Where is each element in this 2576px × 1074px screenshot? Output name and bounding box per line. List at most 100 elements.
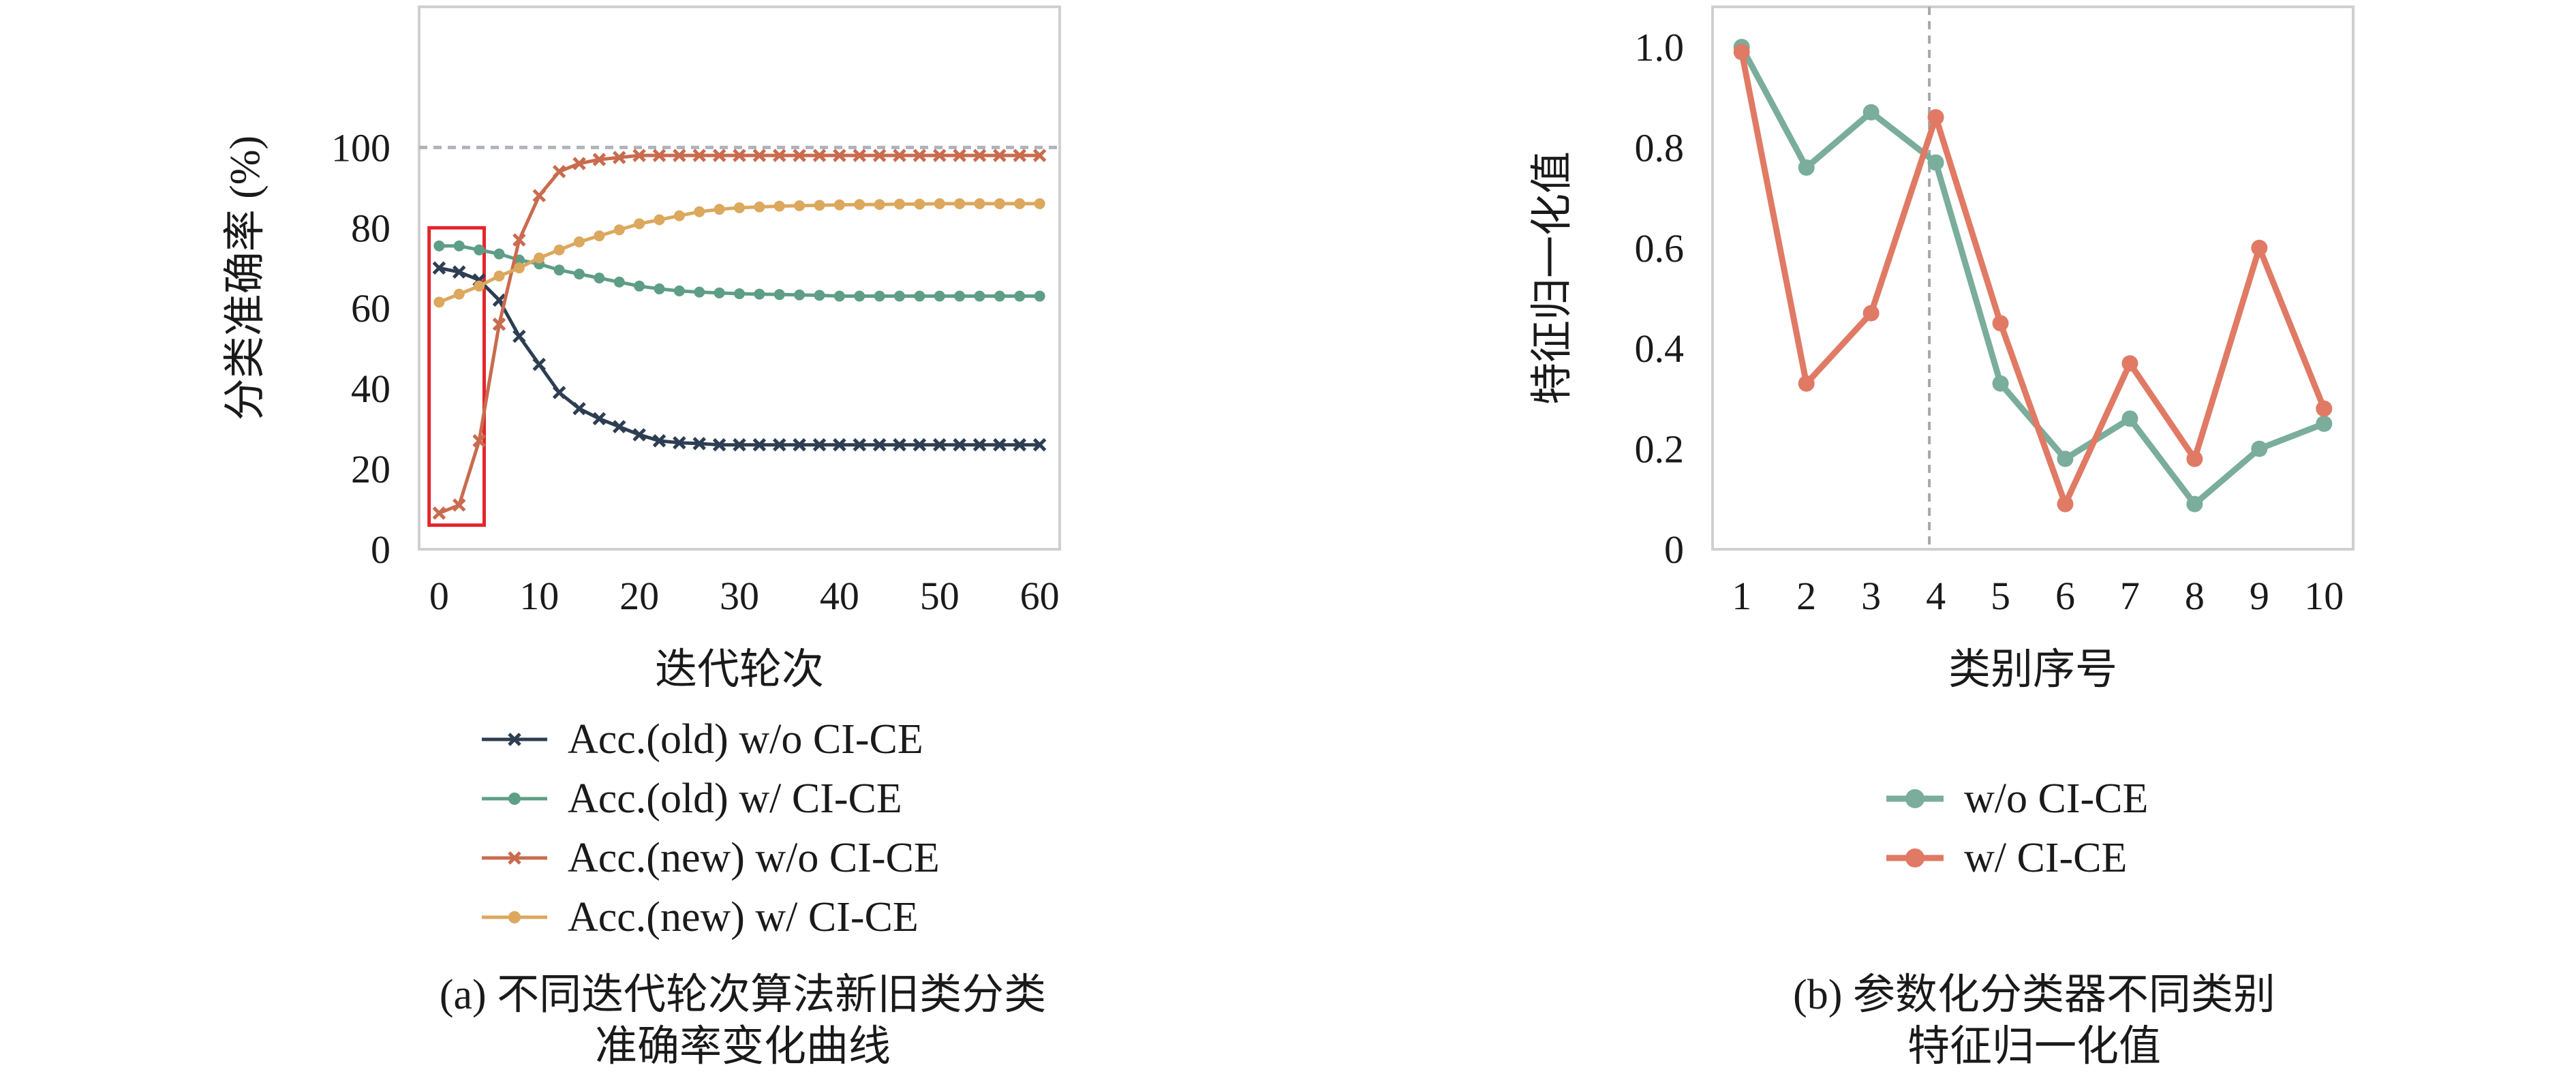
data-point bbox=[1992, 375, 2009, 392]
chart-b-legend: w/o CI-CE w/ CI-CE bbox=[1886, 776, 2148, 881]
data-point bbox=[934, 198, 945, 209]
y-tick-label: 0 bbox=[371, 527, 390, 572]
data-point bbox=[794, 200, 806, 211]
data-point bbox=[572, 401, 586, 416]
data-point bbox=[1862, 305, 1880, 322]
series-line bbox=[1738, 45, 2325, 508]
data-point bbox=[853, 149, 867, 162]
chart-a-caption-line-2: 准确率变化曲线 bbox=[595, 1024, 891, 1070]
data-point bbox=[954, 290, 966, 302]
y-tick-label: 0.2 bbox=[1635, 427, 1685, 472]
data-point bbox=[734, 202, 745, 213]
data-point bbox=[872, 438, 887, 452]
data-point bbox=[692, 149, 707, 162]
data-point bbox=[1013, 149, 1027, 162]
chart-a-legend: Acc.(old) w/o CI-CE Acc.(old) w/ CI-CE Acc… bbox=[482, 716, 940, 940]
x-tick-label: 40 bbox=[820, 574, 859, 618]
x-tick-label: 9 bbox=[2250, 574, 2269, 618]
data-point bbox=[1014, 290, 1026, 302]
chart-a-x-ticks: 0 10 20 30 40 50 60 bbox=[429, 574, 1060, 618]
data-point bbox=[474, 280, 485, 292]
chart-a-caption-line-1: (a) 不同迭代轮次算法新旧类分类 bbox=[440, 972, 1046, 1018]
legend-label: Acc.(new) w/o CI-CE bbox=[568, 835, 940, 881]
data-point bbox=[472, 434, 486, 448]
data-point bbox=[612, 151, 626, 164]
y-tick-label: 80 bbox=[351, 206, 390, 250]
data-point bbox=[2121, 355, 2138, 372]
data-point bbox=[853, 438, 867, 452]
data-point bbox=[453, 288, 465, 300]
data-point bbox=[874, 290, 885, 302]
x-tick-label: 4 bbox=[1926, 574, 1946, 618]
data-point bbox=[894, 198, 905, 210]
data-point bbox=[634, 280, 645, 292]
data-point bbox=[773, 289, 785, 301]
data-point bbox=[452, 265, 466, 279]
data-point bbox=[2316, 400, 2333, 417]
legend-label: w/ CI-CE bbox=[1964, 835, 2127, 881]
data-point bbox=[594, 230, 605, 242]
data-point bbox=[1013, 438, 1027, 452]
data-point bbox=[752, 438, 767, 452]
data-point bbox=[773, 200, 785, 212]
data-point bbox=[932, 149, 947, 162]
legend-swatch-marker bbox=[508, 851, 521, 865]
data-point bbox=[714, 287, 725, 298]
data-point bbox=[833, 149, 846, 162]
data-point bbox=[673, 210, 685, 221]
series-1 bbox=[432, 261, 1047, 452]
data-point bbox=[833, 290, 845, 302]
data-point bbox=[754, 201, 765, 213]
x-tick-label: 5 bbox=[1991, 574, 2010, 618]
data-point bbox=[2057, 495, 2074, 512]
series-1 bbox=[1733, 38, 2333, 512]
data-point bbox=[953, 149, 966, 162]
data-point bbox=[2186, 495, 2203, 512]
y-tick-label: 100 bbox=[331, 125, 390, 170]
legend-label: Acc.(new) w/ CI-CE bbox=[568, 894, 919, 940]
data-point bbox=[814, 290, 825, 301]
series-4 bbox=[433, 198, 1045, 308]
data-point bbox=[994, 290, 1005, 302]
x-tick-label: 3 bbox=[1861, 574, 1881, 618]
legend-item: Acc.(new) w/ CI-CE bbox=[482, 894, 919, 940]
data-point bbox=[572, 157, 586, 170]
data-point bbox=[712, 438, 726, 452]
data-point bbox=[613, 224, 625, 236]
chart-a-highlight-box bbox=[427, 226, 486, 527]
chart-b-x-axis-label: 类别序号 bbox=[1948, 647, 2117, 693]
data-point bbox=[532, 189, 547, 202]
data-point bbox=[812, 438, 827, 452]
data-point bbox=[634, 218, 645, 230]
data-point bbox=[894, 290, 905, 302]
data-point bbox=[574, 236, 585, 247]
data-point bbox=[2251, 440, 2268, 457]
x-tick-label: 0 bbox=[429, 574, 449, 618]
chart-b: 1 2 3 4 5 6 7 8 9 10 0 0.2 0.4 0.6 0.8 1.0 类别序号 特征归一化值… bbox=[1529, 5, 2355, 1070]
data-point bbox=[733, 149, 746, 162]
series-2 bbox=[1733, 44, 2333, 512]
data-point bbox=[592, 153, 607, 166]
legend-label: w/o CI-CE bbox=[1964, 776, 2148, 822]
data-point bbox=[1927, 154, 1944, 171]
x-tick-label: 10 bbox=[519, 574, 559, 618]
data-point bbox=[552, 386, 566, 399]
data-point bbox=[654, 214, 665, 226]
data-point bbox=[2186, 450, 2203, 467]
data-point bbox=[673, 285, 685, 296]
data-point bbox=[654, 283, 665, 294]
data-point bbox=[893, 438, 906, 452]
chart-a-series-group bbox=[432, 149, 1047, 520]
x-tick-label: 8 bbox=[2185, 574, 2205, 618]
data-point bbox=[594, 273, 605, 283]
x-tick-label: 1 bbox=[1732, 574, 1751, 618]
data-point bbox=[652, 149, 666, 162]
data-point bbox=[974, 290, 985, 302]
data-point bbox=[1014, 198, 1026, 209]
x-tick-label: 10 bbox=[2304, 574, 2344, 618]
legend-swatch-marker bbox=[508, 793, 521, 805]
x-tick-label: 20 bbox=[619, 574, 659, 618]
data-point bbox=[652, 434, 666, 448]
data-point bbox=[1927, 109, 1944, 126]
x-tick-label: 6 bbox=[2055, 574, 2075, 618]
